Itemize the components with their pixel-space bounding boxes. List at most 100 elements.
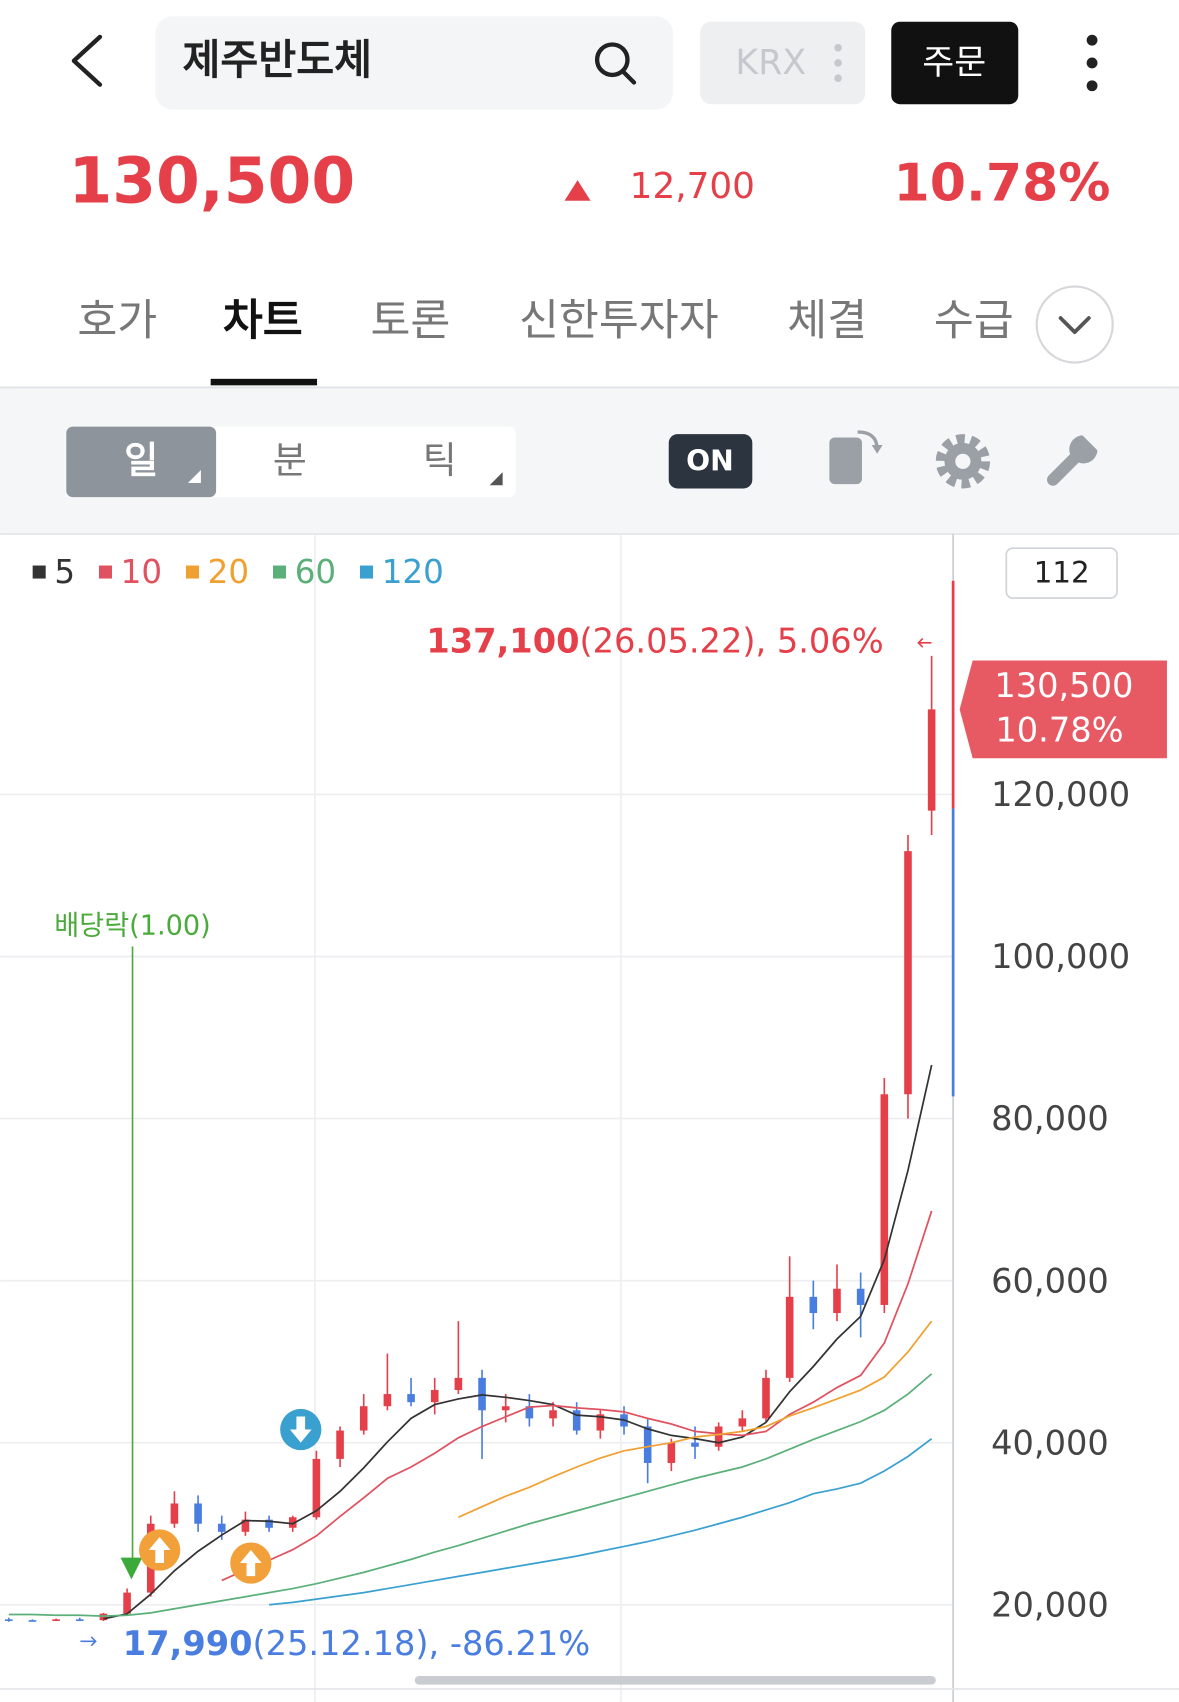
current-price: 130,500: [68, 145, 355, 218]
tab-underline: [210, 378, 318, 386]
plot: (26.05.22), 5.06%137,100 17,990 (25.12.18)…: [4, 621, 1167, 1663]
candle-body: [288, 1517, 297, 1528]
legend-swatch: [272, 565, 287, 579]
tab[interactable]: 신한투자자: [519, 296, 719, 346]
scrollbar[interactable]: [414, 1675, 936, 1685]
candle-body: [714, 1426, 723, 1447]
settings-icon[interactable]: [935, 434, 991, 489]
rotate-icon[interactable]: [829, 430, 883, 485]
candle-body: [785, 1296, 794, 1378]
tab[interactable]: 체결: [787, 296, 867, 346]
high-arrow: [917, 637, 932, 648]
sell-signal: [280, 1408, 322, 1451]
candle-body: [265, 1519, 273, 1528]
price-tag-price: 130,500: [994, 666, 1133, 705]
ma-line: [458, 1320, 933, 1519]
price-tag: [959, 660, 1167, 759]
candle-body: [738, 1418, 747, 1427]
ma-line: [268, 1437, 933, 1606]
y-tick-label: 60,000: [991, 1261, 1109, 1300]
count-box[interactable]: [1005, 547, 1118, 599]
legend-swatch: [98, 565, 112, 579]
low-arrow: [80, 1636, 97, 1647]
price-change: 12,700: [630, 166, 755, 207]
exchange-menu-dots: [834, 43, 842, 82]
ma-line: [8, 1373, 933, 1618]
candle-body: [123, 1592, 131, 1614]
y-tick-label: 100,000: [991, 937, 1130, 976]
candle-body: [856, 1288, 865, 1305]
order-label: 주문: [922, 43, 986, 83]
search-icon[interactable]: [594, 42, 637, 85]
low-label: 17,990: [123, 1624, 253, 1663]
low-detail: (25.12.18), -86.21%: [253, 1624, 591, 1663]
period-corner: [489, 472, 503, 486]
candle-body: [904, 851, 912, 1095]
period-corner: [187, 470, 201, 484]
candle-body: [28, 1620, 37, 1622]
legend-label: 5: [54, 553, 75, 591]
more-menu[interactable]: [1086, 34, 1098, 92]
chevron: [1058, 316, 1091, 335]
candle-body: [454, 1377, 463, 1391]
legend-label: 10: [121, 553, 162, 591]
candle-body: [833, 1288, 841, 1314]
tools-icon[interactable]: [1047, 434, 1099, 486]
period-selected: [66, 426, 217, 498]
y-tick-label: 80,000: [991, 1099, 1109, 1138]
candle-body: [52, 1619, 60, 1621]
period-tab[interactable]: 일: [124, 439, 158, 482]
candle-body: [549, 1410, 557, 1419]
y-tick-label: 40,000: [991, 1423, 1109, 1462]
legend-label: 20: [208, 553, 249, 591]
candle-body: [691, 1442, 699, 1447]
tab[interactable]: 토론: [370, 296, 450, 346]
candle-body: [596, 1414, 605, 1431]
candle-body: [880, 1094, 889, 1305]
candle-body: [762, 1377, 770, 1419]
back-button[interactable]: [71, 34, 103, 87]
up-arrow: [564, 180, 591, 201]
candle-body: [809, 1296, 818, 1314]
y-tick-label: 20,000: [991, 1585, 1109, 1624]
candle-body: [383, 1394, 392, 1407]
event-label: 배당락(1.00): [54, 910, 210, 941]
high-label: 137,100: [426, 621, 579, 660]
tab-expand[interactable]: [1035, 285, 1114, 364]
exchange-button[interactable]: [700, 21, 866, 105]
ma-line: [221, 1210, 933, 1582]
candle-body: [194, 1503, 202, 1524]
candle-body: [241, 1519, 250, 1532]
grid: 20,000 40,000 60,000 80,000 100,000 120,000: [0, 775, 1130, 1624]
candle-body: [407, 1394, 415, 1403]
legend-swatch: [32, 565, 46, 579]
price-tag-rate: 10.78%: [995, 711, 1123, 750]
buy-signal: [230, 1542, 272, 1584]
legend-swatch: [185, 565, 200, 579]
tab[interactable]: 차트: [223, 296, 303, 346]
candle-body: [430, 1390, 439, 1403]
stock-name: 제주반도체: [182, 36, 372, 84]
candle-body: [217, 1523, 226, 1532]
exchange-label: KRX: [735, 43, 806, 83]
candle-body: [525, 1406, 534, 1419]
y-tick-label: 120,000: [991, 775, 1130, 814]
candle-body: [336, 1430, 344, 1459]
on-toggle[interactable]: [668, 434, 753, 489]
candle-body: [667, 1442, 676, 1463]
buy-signal: [139, 1529, 181, 1571]
search-box[interactable]: [155, 16, 674, 110]
period-tab[interactable]: 틱: [423, 439, 457, 482]
candle-body: [359, 1406, 368, 1431]
candle-body: [927, 709, 936, 811]
tab[interactable]: 호가: [77, 296, 157, 346]
order-button[interactable]: [891, 21, 1019, 105]
period-tab[interactable]: 분: [273, 439, 307, 482]
candle-body: [643, 1426, 652, 1463]
tab[interactable]: 수급: [934, 296, 1014, 346]
ma-line: [103, 1064, 933, 1620]
high-detail: (26.05.22), 5.06%: [579, 621, 883, 660]
